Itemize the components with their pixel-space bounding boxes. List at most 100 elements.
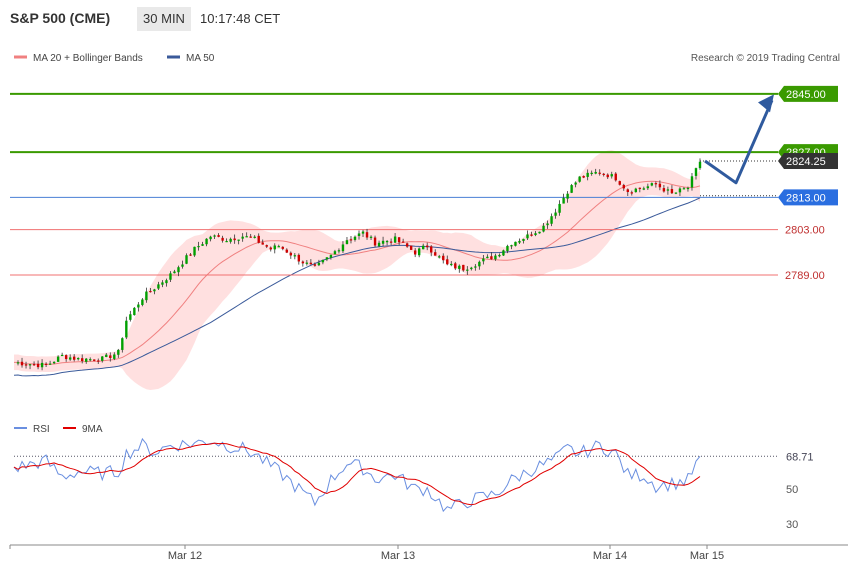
candle-body xyxy=(474,266,477,268)
candle xyxy=(526,230,529,240)
candle xyxy=(129,310,132,322)
candle-body xyxy=(417,248,421,256)
candle xyxy=(478,260,481,270)
candle-body xyxy=(626,189,629,193)
candle xyxy=(698,158,702,170)
candle-body xyxy=(446,259,449,265)
candle xyxy=(381,236,385,247)
candle-body xyxy=(193,246,196,256)
candle xyxy=(337,248,341,254)
candle-body xyxy=(413,250,417,255)
candle xyxy=(417,247,421,258)
candle xyxy=(76,357,80,361)
candle xyxy=(638,187,642,193)
candle xyxy=(506,244,509,254)
candle xyxy=(674,192,678,195)
candle xyxy=(550,213,553,227)
candle xyxy=(93,359,96,362)
candle-body xyxy=(666,189,670,191)
candle xyxy=(498,253,501,258)
candle-body xyxy=(289,252,293,256)
candle xyxy=(558,200,561,216)
candle-body xyxy=(598,172,601,174)
candle-body xyxy=(97,360,100,362)
candle xyxy=(261,239,264,245)
ma20-line xyxy=(13,180,701,365)
candle-body xyxy=(522,238,525,241)
candle xyxy=(654,181,658,188)
candle-body xyxy=(60,354,64,357)
candle-body xyxy=(337,250,341,252)
candle-body xyxy=(538,231,541,234)
candle xyxy=(658,180,662,191)
candle-body xyxy=(269,247,272,250)
candle-body xyxy=(16,362,20,364)
price-tag-text: 2845.00 xyxy=(786,89,826,101)
candle-body xyxy=(44,363,48,365)
candle xyxy=(393,232,397,244)
candle-body xyxy=(301,261,305,264)
candle-body xyxy=(333,251,337,255)
candle xyxy=(325,257,329,262)
candle xyxy=(646,183,650,191)
candle-body xyxy=(650,183,654,186)
candle-body xyxy=(325,257,329,260)
candle-body xyxy=(562,197,565,204)
candle-body xyxy=(317,262,321,266)
candle-body xyxy=(506,245,509,252)
candle-body xyxy=(578,176,581,182)
candle xyxy=(97,358,100,364)
candle-body xyxy=(217,235,220,237)
candle-body xyxy=(64,355,68,360)
candle xyxy=(413,248,417,258)
candle xyxy=(365,228,369,240)
candle xyxy=(534,231,537,237)
candle-body xyxy=(173,271,176,274)
candle xyxy=(209,235,212,242)
candle-body xyxy=(353,236,357,240)
forecast-arrowhead xyxy=(758,94,774,113)
candle-body xyxy=(121,338,124,350)
candle xyxy=(20,357,24,368)
candle-body xyxy=(169,273,172,280)
candle xyxy=(277,244,280,248)
price-tag-bg xyxy=(778,221,838,238)
candle-body xyxy=(582,175,585,178)
candle-body xyxy=(281,246,284,249)
candle-body xyxy=(137,304,140,308)
candle xyxy=(137,302,140,312)
candle-body xyxy=(361,231,365,234)
candle xyxy=(16,360,20,366)
candle-body xyxy=(369,236,373,238)
ma50-legend-label: MA 50 xyxy=(186,53,215,64)
candle xyxy=(590,170,593,176)
candle-body xyxy=(189,254,192,256)
candle xyxy=(81,354,84,364)
candle xyxy=(578,176,581,183)
candle xyxy=(313,262,317,267)
candle xyxy=(245,232,248,238)
bollinger-band-fill xyxy=(14,150,700,390)
candle xyxy=(482,254,485,265)
candlesticks xyxy=(16,158,702,371)
candle xyxy=(466,266,469,275)
candle xyxy=(237,239,240,245)
candle xyxy=(409,245,413,251)
candle-body xyxy=(594,171,597,174)
candle-body xyxy=(494,255,497,260)
main-legend: MA 20 + Bollinger Bands MA 50 Research ©… xyxy=(14,53,840,64)
candle-body xyxy=(72,356,76,360)
candle xyxy=(309,259,313,265)
interval-badge[interactable]: 30 MIN xyxy=(137,7,191,31)
candle xyxy=(502,249,505,257)
candle-body xyxy=(526,234,529,239)
candle-body xyxy=(213,235,216,237)
candle xyxy=(514,241,517,247)
candle-body xyxy=(141,299,144,305)
candle xyxy=(642,186,646,191)
candle xyxy=(217,233,220,238)
candle xyxy=(289,251,293,259)
candle-body xyxy=(237,239,240,241)
candle xyxy=(68,354,72,361)
candle xyxy=(682,186,686,190)
